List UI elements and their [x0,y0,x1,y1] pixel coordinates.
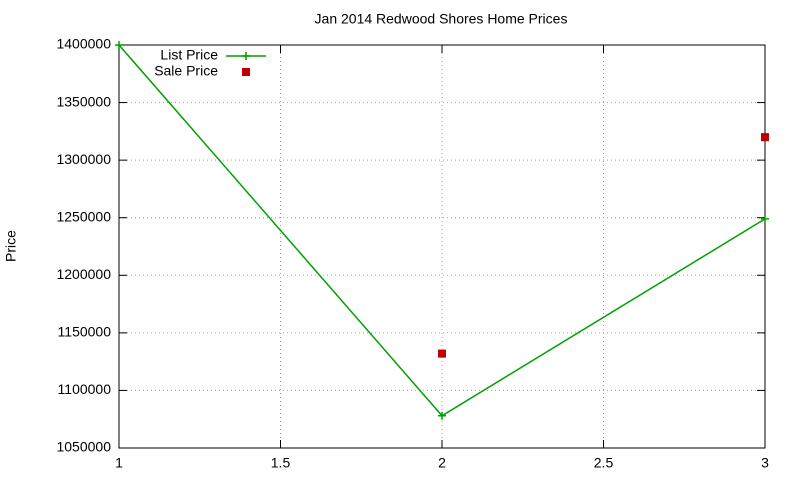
y-tick-label: 1350000 [56,93,111,109]
plot-frame [118,44,766,449]
y-axis-label: Price [3,230,19,262]
chart-title: Jan 2014 Redwood Shores Home Prices [315,11,568,27]
point-marker [438,349,446,358]
x-tick-label: 1.5 [271,455,291,471]
x-tick-label: 2 [438,455,446,471]
legend-label: List Price [160,47,218,63]
y-tick-label: 1300000 [56,151,111,167]
point-marker [761,133,769,142]
x-tick-label: 1 [115,455,123,471]
point-marker [115,41,123,49]
series-line [118,44,766,417]
y-tick-label: 1050000 [56,439,111,455]
y-tick-label: 1250000 [56,208,111,224]
x-tick-label: 2.5 [594,455,614,471]
legend-marker [242,68,250,76]
x-tick-label: 3 [761,455,769,471]
y-tick-label: 1400000 [56,36,111,52]
y-tick-label: 1150000 [58,324,112,340]
y-tick-label: 1200000 [56,266,111,282]
y-tick-label: 1100000 [58,381,112,397]
point-marker [438,411,446,420]
legend-label: Sale Price [154,63,218,79]
point-marker [761,214,769,223]
legend-marker [242,52,250,60]
